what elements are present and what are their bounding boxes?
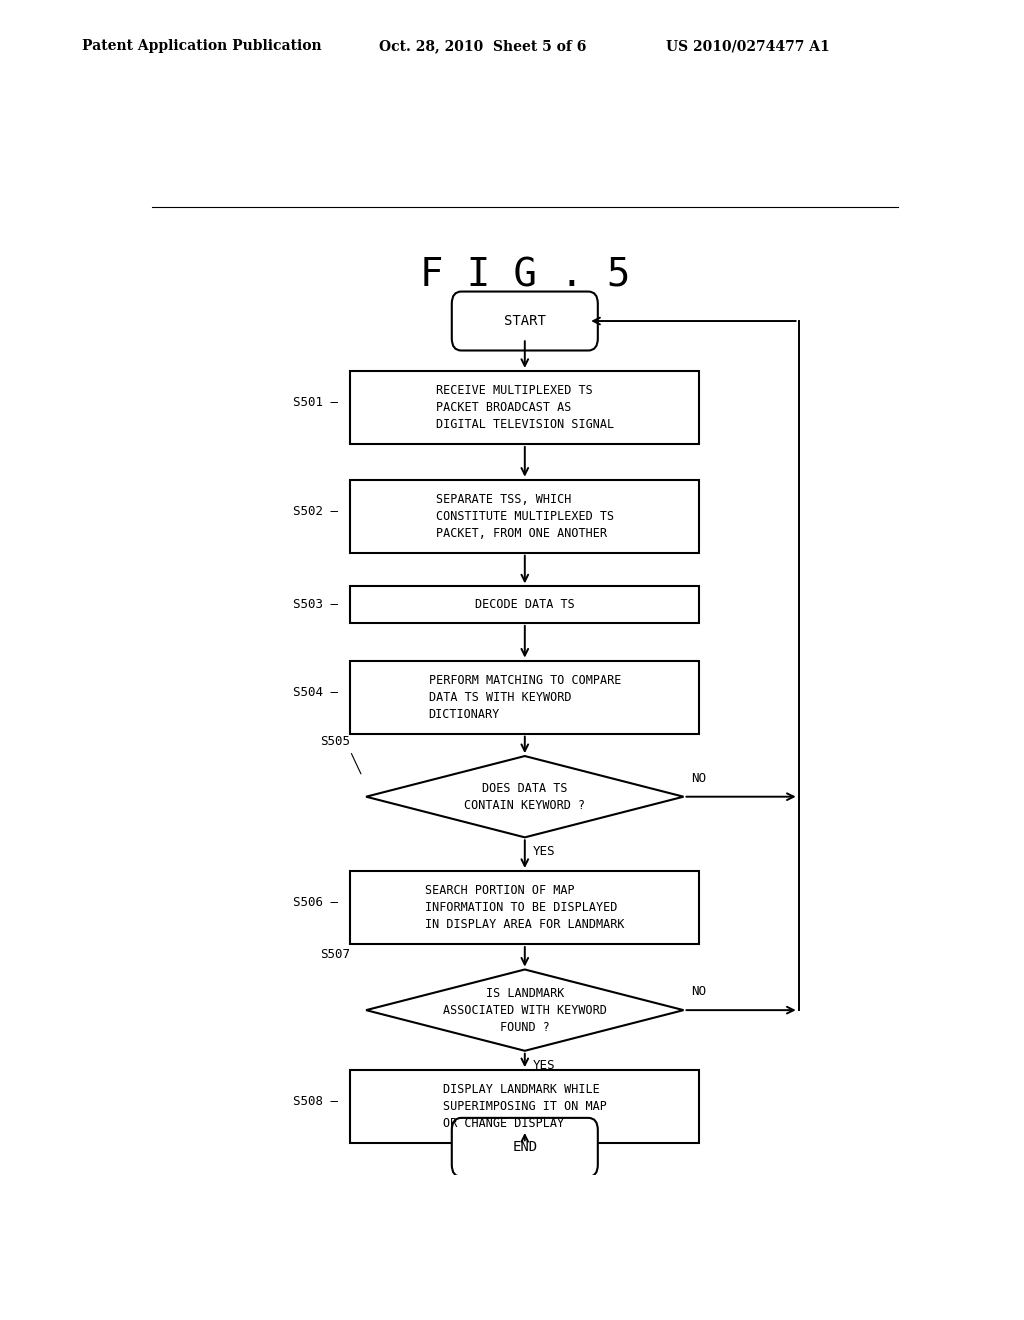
Text: S502 —: S502 —: [293, 504, 338, 517]
Text: S506 —: S506 —: [293, 896, 338, 909]
Text: S508 —: S508 —: [293, 1096, 338, 1107]
Bar: [350, 1071, 699, 1143]
Bar: [350, 586, 699, 623]
Text: END: END: [512, 1140, 538, 1155]
Text: S503 —: S503 —: [293, 598, 338, 611]
Bar: [350, 371, 699, 444]
Text: SEARCH PORTION OF MAP
INFORMATION TO BE DISPLAYED
IN DISPLAY AREA FOR LANDMARK: SEARCH PORTION OF MAP INFORMATION TO BE …: [425, 884, 625, 931]
Bar: [350, 660, 699, 734]
Text: SEPARATE TSS, WHICH
CONSTITUTE MULTIPLEXED TS
PACKET, FROM ONE ANOTHER: SEPARATE TSS, WHICH CONSTITUTE MULTIPLEX…: [436, 492, 613, 540]
FancyBboxPatch shape: [452, 1118, 598, 1177]
Polygon shape: [367, 756, 684, 837]
Text: S504 —: S504 —: [293, 685, 338, 698]
Polygon shape: [367, 969, 684, 1051]
Text: S501 —: S501 —: [293, 396, 338, 409]
Text: Oct. 28, 2010  Sheet 5 of 6: Oct. 28, 2010 Sheet 5 of 6: [379, 40, 587, 53]
Text: DECODE DATA TS: DECODE DATA TS: [475, 598, 574, 611]
Text: F I G . 5: F I G . 5: [420, 256, 630, 294]
Text: RECEIVE MULTIPLEXED TS
PACKET BROADCAST AS
DIGITAL TELEVISION SIGNAL: RECEIVE MULTIPLEXED TS PACKET BROADCAST …: [436, 384, 613, 430]
Text: S505: S505: [321, 735, 350, 748]
Text: DISPLAY LANDMARK WHILE
SUPERIMPOSING IT ON MAP
OR CHANGE DISPLAY: DISPLAY LANDMARK WHILE SUPERIMPOSING IT …: [442, 1084, 607, 1130]
Bar: [350, 871, 699, 944]
Text: START: START: [504, 314, 546, 329]
Text: YES: YES: [532, 846, 555, 858]
Text: NO: NO: [691, 771, 707, 784]
Text: US 2010/0274477 A1: US 2010/0274477 A1: [666, 40, 829, 53]
Text: Patent Application Publication: Patent Application Publication: [82, 40, 322, 53]
Text: PERFORM MATCHING TO COMPARE
DATA TS WITH KEYWORD
DICTIONARY: PERFORM MATCHING TO COMPARE DATA TS WITH…: [429, 673, 621, 721]
Text: IS LANDMARK
ASSOCIATED WITH KEYWORD
FOUND ?: IS LANDMARK ASSOCIATED WITH KEYWORD FOUN…: [442, 986, 607, 1034]
Text: DOES DATA TS
CONTAIN KEYWORD ?: DOES DATA TS CONTAIN KEYWORD ?: [464, 781, 586, 812]
Text: NO: NO: [691, 985, 707, 998]
Text: YES: YES: [532, 1059, 555, 1072]
Text: S507: S507: [321, 948, 350, 961]
FancyBboxPatch shape: [452, 292, 598, 351]
Bar: [350, 479, 699, 553]
